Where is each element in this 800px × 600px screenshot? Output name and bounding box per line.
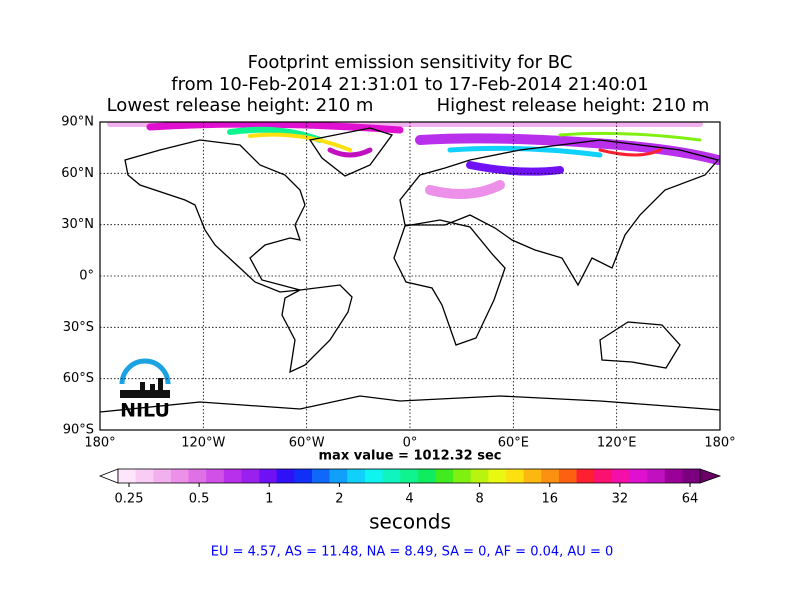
colorbar-segment: [400, 469, 419, 483]
release-low: Lowest release height: 210 m: [107, 95, 374, 116]
colorbar-segment: [135, 469, 154, 483]
colorbar-segment: [170, 469, 189, 483]
colorbar-segment: [276, 469, 295, 483]
colorbar-tick-label: 2: [335, 492, 343, 507]
colorbar-segment: [294, 469, 313, 483]
colorbar-segment: [576, 469, 595, 483]
colorbar-segment: [417, 469, 436, 483]
colorbar-segment: [594, 469, 613, 483]
colorbar-tick-label: 0.25: [115, 492, 144, 507]
lon-tick-label: 120°E: [597, 436, 637, 451]
lat-tick-label: 60°S: [63, 371, 94, 386]
logo-text: NILU: [120, 400, 170, 422]
colorbar-segment: [647, 469, 666, 483]
max-value: max value = 1012.32 sec: [319, 449, 502, 464]
colorbar-tick-label: 1: [265, 492, 273, 507]
colorbar-segment: [329, 469, 348, 483]
lat-tick-label: 60°N: [61, 166, 94, 181]
colorbar-under: [98, 468, 119, 484]
colorbar-segment: [153, 469, 172, 483]
lon-tick-label: 60°W: [289, 436, 325, 451]
colorbar-segment: [312, 469, 330, 483]
lon-tick-label: 120°W: [181, 436, 225, 451]
colorbar-tick-label: 32: [612, 492, 629, 507]
colorbar-segment: [558, 469, 577, 483]
title-line: Footprint emission sensitivity for BC: [248, 52, 573, 73]
lon-tick-label: 180°: [704, 436, 735, 451]
map-layer: [100, 122, 720, 413]
colorbar-segment: [118, 469, 136, 483]
colorbar-over: [699, 468, 722, 484]
lat-tick-label: 90°S: [63, 423, 94, 438]
colorbar-tick-label: 16: [541, 492, 558, 507]
colorbar-segment: [541, 469, 560, 483]
lat-tick-label: 30°S: [63, 320, 94, 335]
colorbar-segment: [523, 469, 542, 483]
lat-tick-label: 90°N: [61, 115, 94, 130]
nilu-logo: NILU: [119, 358, 171, 422]
colorbar-segment: [629, 469, 648, 483]
colorbar-tick-label: 64: [682, 492, 699, 507]
colorbar-tick-label: 0.5: [189, 492, 210, 507]
lon-tick-label: 60°E: [498, 436, 529, 451]
colorbar-segment: [611, 469, 630, 483]
colorbar-tick-label: 4: [405, 492, 413, 507]
lat-tick-label: 0°: [79, 269, 94, 284]
colorbar-segment: [435, 469, 454, 483]
colorbar-segment: [382, 469, 401, 483]
coastlines: [100, 127, 720, 413]
plume: [107, 122, 720, 199]
lat-tick-label: 30°N: [61, 217, 94, 232]
colorbar-segment: [206, 469, 225, 483]
release-high: Highest release height: 210 m: [437, 95, 710, 116]
colorbar-segment: [347, 469, 366, 483]
colorbar-segment: [188, 469, 207, 483]
colorbar-segment: [453, 469, 472, 483]
colorbar-segment: [241, 469, 260, 483]
lon-tick-label: 180°: [84, 436, 115, 451]
colorbar-segment: [470, 469, 489, 483]
colorbar-segment: [223, 469, 242, 483]
colorbar-tick-label: 8: [475, 492, 483, 507]
region-stats: EU = 4.57, AS = 11.48, NA = 8.49, SA = 0…: [211, 545, 614, 560]
colorbar-segment: [664, 469, 683, 483]
colorbar-segment: [259, 469, 278, 483]
title-line: from 10-Feb-2014 21:31:01 to 17-Feb-2014…: [171, 74, 648, 95]
colorbar-segment: [488, 469, 507, 483]
colorbar-label: seconds: [369, 510, 451, 534]
colorbar-segment: [506, 469, 524, 483]
colorbar-segment: [682, 469, 701, 483]
colorbar-segment: [364, 469, 383, 483]
lon-tick-label: 0°: [403, 436, 418, 451]
